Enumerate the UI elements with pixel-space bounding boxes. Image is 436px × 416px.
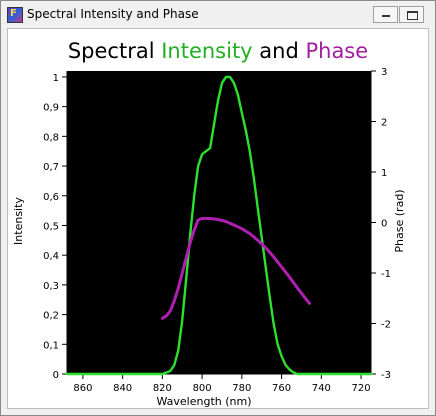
x-tick-label: 860 (73, 383, 92, 394)
app-icon[interactable]: F (7, 7, 23, 23)
y-tick-label: 0,2 (43, 311, 59, 322)
x-tick-label: 780 (232, 383, 251, 394)
title-bar[interactable]: F Spectral Intensity and Phase (1, 1, 435, 28)
y2-tick-label: 0 (381, 219, 387, 230)
title-part-3: Phase (305, 39, 368, 63)
y-tick-label: 0,6 (43, 192, 59, 203)
series-layer (65, 75, 373, 376)
x-tick-label: 740 (312, 383, 331, 394)
y2-tick-label: -1 (381, 269, 391, 280)
x-tick-label: 720 (352, 383, 371, 394)
phase-axis: -3 -2 -1 0 1 2 3 (370, 67, 391, 381)
plot-area (67, 71, 371, 374)
y2-tick-label: 2 (381, 118, 387, 129)
y-tick-label: 0,4 (43, 251, 59, 262)
y-tick-label: 0,7 (43, 162, 59, 173)
y-tick-label: 0,1 (43, 340, 59, 351)
title-part-2: and (253, 39, 306, 63)
minimize-button[interactable] (373, 6, 398, 23)
y2-axis-label: Phase (rad) (393, 189, 406, 252)
y2-tick-label: 1 (381, 168, 387, 179)
chart-panel: Spectral Intensity and Phase 0 0,1 0,2 0,3 0… (7, 28, 429, 409)
x-tick-label: 760 (272, 383, 291, 394)
y-axis-label: Intensity (12, 197, 25, 245)
x-tick-label: 840 (113, 383, 132, 394)
y2-tick-label: -2 (381, 320, 391, 331)
y-tick-label: 0,5 (43, 221, 59, 232)
chart-title: Spectral Intensity and Phase (68, 39, 368, 63)
title-part-1: Intensity (161, 39, 252, 63)
x-tick-label: 820 (153, 383, 172, 394)
spectral-chart: Spectral Intensity and Phase 00,10,20,30… (12, 39, 406, 408)
phase-series-line (160, 217, 311, 320)
maximize-button[interactable] (399, 6, 424, 23)
y-tick-label: 0,9 (43, 103, 59, 114)
y-tick-label: 1 (53, 73, 59, 84)
title-part-0: Spectral (68, 39, 161, 63)
window-title: Spectral Intensity and Phase (27, 7, 199, 21)
y-tick-label: 0,8 (43, 132, 59, 143)
y-tick-label: 0 (53, 370, 59, 381)
wavelength-axis: 860 840 820 800 780 760 740 720 (67, 373, 371, 394)
y2-tick-label: 3 (381, 67, 387, 78)
x-axis-label: Wavelength (nm) (156, 395, 251, 408)
intensity-series-line (65, 75, 373, 376)
intensity-axis: 0 0,1 0,2 0,3 0,4 0,5 0,6 0,7 0,8 0,9 1 (43, 71, 68, 381)
y-tick-label: 0,3 (43, 281, 59, 292)
x-tick-label: 800 (193, 383, 212, 394)
y2-tick-label: -3 (381, 370, 391, 381)
